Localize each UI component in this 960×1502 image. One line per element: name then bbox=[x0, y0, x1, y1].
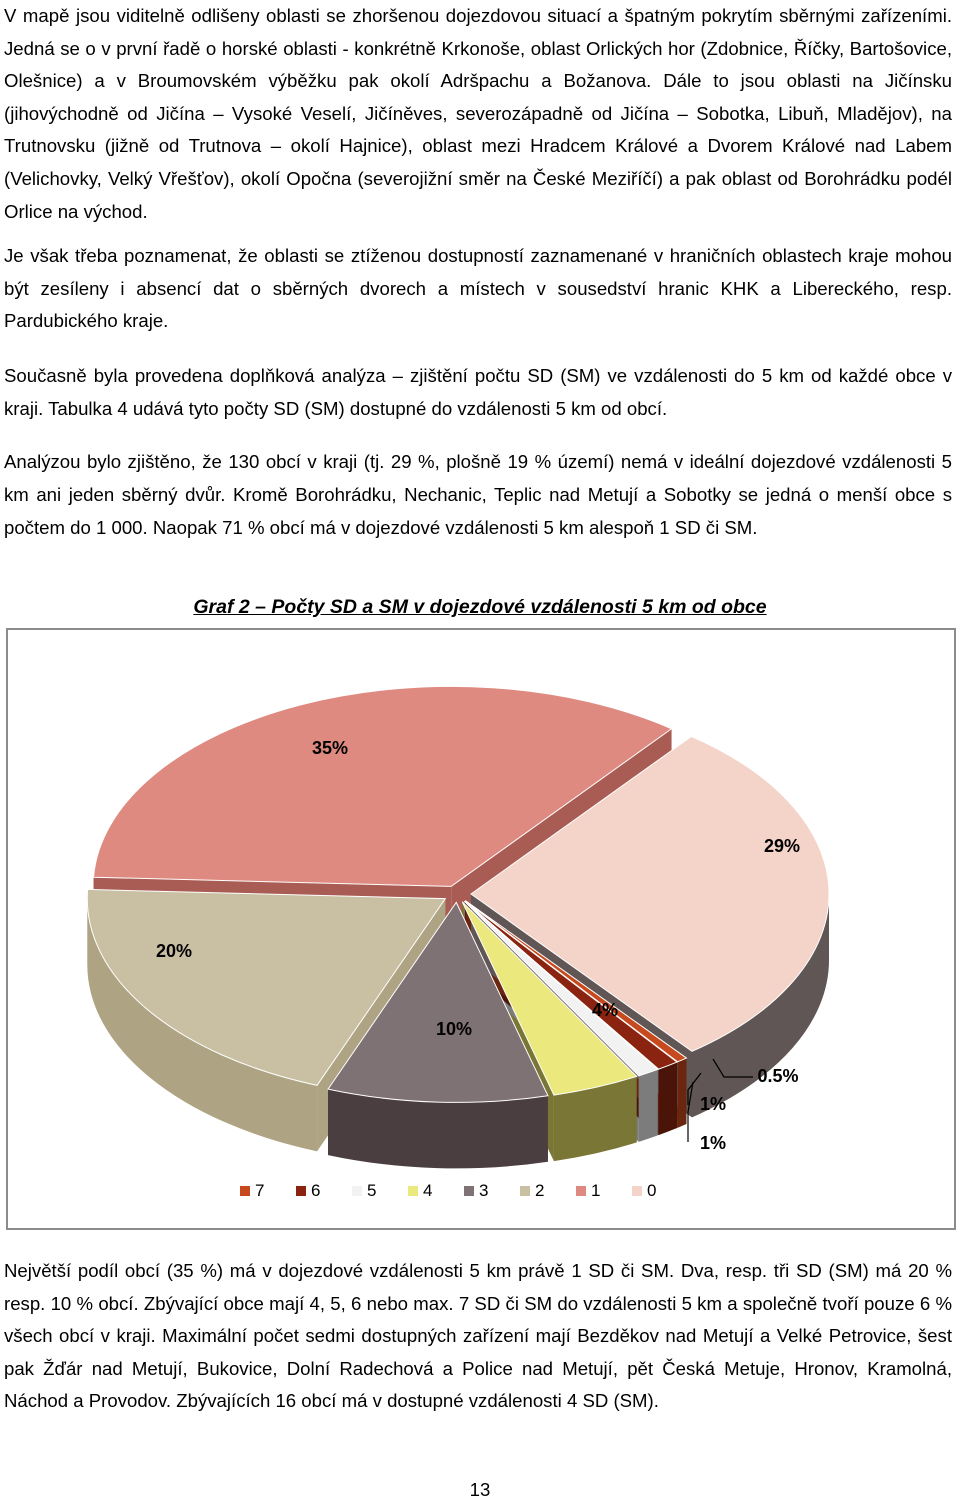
data-label-5: 1% bbox=[700, 1133, 726, 1153]
legend-swatch-2 bbox=[520, 1186, 530, 1196]
legend-item-0: 0 bbox=[632, 1181, 656, 1200]
pie-side-0 bbox=[691, 893, 829, 1118]
legend-label-4: 4 bbox=[423, 1181, 432, 1200]
legend-item-3: 3 bbox=[464, 1181, 488, 1200]
legend-swatch-6 bbox=[296, 1186, 306, 1196]
legend-item-7: 7 bbox=[240, 1181, 264, 1200]
data-label-2: 20% bbox=[156, 941, 192, 961]
data-label-3: 10% bbox=[436, 1019, 472, 1039]
pie-side-3 bbox=[328, 1089, 548, 1169]
leader-line-0 bbox=[712, 1058, 753, 1078]
paragraph-border-areas: Je však třeba poznamenat, že oblasti se … bbox=[4, 245, 952, 332]
data-label-0: 29% bbox=[764, 836, 800, 856]
legend-swatch-5 bbox=[352, 1186, 362, 1196]
pie-slice-6 bbox=[464, 900, 679, 1070]
pie-slice-2 bbox=[86, 888, 447, 1086]
pie-slice-7 bbox=[465, 900, 688, 1063]
pie-labels: 29% 0.5% 1% 1% 4% 10% 20% 35% bbox=[156, 738, 800, 1153]
paragraph-chart-description: Největší podíl obcí (35 %) má v dojezdov… bbox=[4, 1260, 952, 1412]
legend-item-2: 2 bbox=[520, 1181, 544, 1200]
legend-swatch-4 bbox=[408, 1186, 418, 1196]
pie-slice-4 bbox=[461, 901, 638, 1096]
chart-title: Graf 2 – Počty SD a SM v dojezdové vzdál… bbox=[193, 596, 767, 618]
legend-label-3: 3 bbox=[479, 1181, 488, 1200]
legend-swatch-7 bbox=[240, 1186, 250, 1196]
pie-side-7 bbox=[677, 1058, 687, 1128]
chart-legend: 7 6 5 4 3 2 1 0 bbox=[240, 1181, 656, 1200]
legend-swatch-1 bbox=[576, 1186, 586, 1196]
legend-item-1: 1 bbox=[576, 1181, 600, 1200]
legend-item-4: 4 bbox=[408, 1181, 432, 1200]
legend-label-6: 6 bbox=[311, 1181, 320, 1200]
leader-line-1 bbox=[687, 1072, 702, 1105]
data-label-4: 4% bbox=[592, 1000, 618, 1020]
legend-label-2: 2 bbox=[535, 1181, 544, 1200]
data-label-6: 1% bbox=[700, 1094, 726, 1114]
pie-slice-3 bbox=[327, 901, 549, 1103]
legend-label-5: 5 bbox=[367, 1181, 376, 1200]
pie-side-2 bbox=[87, 898, 318, 1152]
paragraph-map-areas: V mapě jsou viditelně odlišeny oblasti s… bbox=[4, 5, 952, 222]
data-label-1: 35% bbox=[312, 738, 348, 758]
legend-label-7: 7 bbox=[255, 1181, 264, 1200]
pie-side-6 bbox=[658, 1062, 678, 1136]
legend-swatch-3 bbox=[464, 1186, 474, 1196]
page-number: 13 bbox=[469, 1479, 491, 1500]
pie-side-4 bbox=[553, 1076, 637, 1162]
pie-slice-5 bbox=[463, 900, 659, 1077]
legend-swatch-0 bbox=[632, 1186, 642, 1196]
pie-tops bbox=[86, 685, 830, 1103]
legend-label-0: 0 bbox=[647, 1181, 656, 1200]
chart-frame: 29% 0.5% 1% 1% 4% 10% 20% 35% 7 6 5 4 3 2 1 0 bbox=[6, 628, 956, 1230]
pie-slice-1 bbox=[92, 685, 673, 887]
leader-line-2 bbox=[687, 1081, 694, 1142]
paragraph-supplementary-analysis: Současně byla provedena doplňková analýz… bbox=[4, 365, 952, 419]
paragraph-analysis-result: Analýzou bylo zjištěno, že 130 obcí v kr… bbox=[4, 451, 952, 539]
pie-side-5 bbox=[638, 1069, 658, 1142]
legend-item-5: 5 bbox=[352, 1181, 376, 1200]
legend-item-6: 6 bbox=[296, 1181, 320, 1200]
pie-chart: 29% 0.5% 1% 1% 4% 10% 20% 35% 7 6 5 4 3 2 1 0 bbox=[86, 685, 830, 1200]
data-label-7: 0.5% bbox=[757, 1066, 798, 1086]
legend-label-1: 1 bbox=[591, 1181, 600, 1200]
pie-slice-0 bbox=[470, 735, 830, 1052]
